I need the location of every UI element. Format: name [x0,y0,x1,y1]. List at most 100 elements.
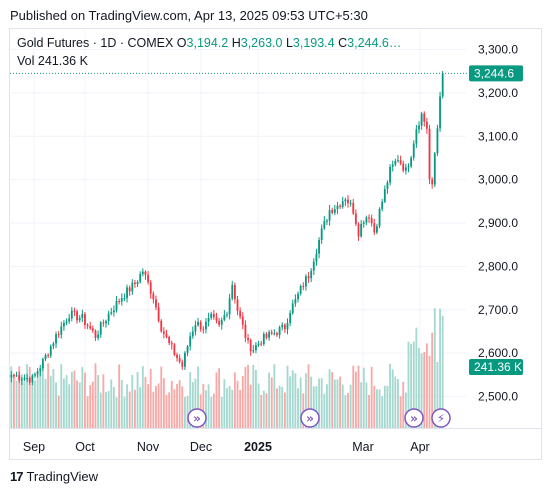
volume-bar [215,372,218,428]
candle [39,368,42,372]
candle [278,327,281,336]
volume-bar [134,389,136,428]
candle [439,96,441,129]
candle [44,355,47,360]
candle [302,285,305,287]
event-marker-icon[interactable] [300,408,320,428]
volume-bar [310,376,313,428]
candle [183,352,186,367]
candle [70,310,73,319]
candle [378,208,381,227]
candle [252,350,255,352]
price-tick-label: 2,600.0 [478,346,518,360]
volume-bar [39,370,42,428]
volume-bar [341,384,344,428]
candle [141,271,144,275]
volume-tag [469,359,523,375]
event-marker-glyph: ⚡ [437,412,445,426]
candle [265,333,268,338]
candle [262,333,265,345]
volume-bar [381,396,384,428]
price-tick-label: 3,000.0 [478,173,518,187]
candle [210,313,213,318]
volume-bar [354,371,357,428]
volume-bar [99,392,102,428]
volume-bar [312,386,315,428]
volume-bar [268,372,271,428]
candle [199,321,202,330]
candle [49,346,52,356]
volume-bar [197,366,199,428]
high-label: H [231,36,241,50]
volume-bar [415,327,418,428]
candle [431,179,434,185]
candle [320,228,323,240]
candle [362,222,365,224]
candle [304,276,307,287]
footer[interactable]: 17 TradingView [10,469,98,484]
candle [73,310,76,312]
chart-frame[interactable] [9,28,542,460]
candle [215,317,218,321]
candle [99,322,102,335]
volume-bar [394,376,397,428]
candle [78,318,81,321]
volume-bar [105,392,107,428]
candle [276,333,278,336]
volume-bar [407,341,410,428]
volume-bar [102,374,105,428]
close-value: 3,244.6… [347,36,402,50]
volume-bar [304,373,307,428]
time-tick-label: Mar [352,440,374,454]
candle [205,321,207,330]
price-tick-label: 2,500.0 [478,390,518,404]
candle [407,166,410,168]
price-tick-label: 3,300.0 [478,43,518,57]
volume-bar [218,368,221,428]
event-marker-icon[interactable] [431,408,451,428]
volume-bar [36,373,39,428]
volume-bar [336,379,339,428]
volume-bar [347,393,349,428]
volume-bar [68,384,71,428]
volume-bar [123,396,126,428]
volume-bar [233,372,236,428]
volume-bar [344,394,347,428]
volume-bar [115,397,118,428]
volume-bar [181,386,184,428]
volume-bar [18,366,21,428]
candle [231,285,234,299]
candle [220,319,223,325]
candle [244,324,247,339]
volume-bar [89,385,92,428]
candle [63,322,65,327]
volume-bar [244,366,247,428]
candle [339,205,342,207]
candle [110,312,113,314]
open-label: O [176,36,187,50]
volume-bar [283,392,286,428]
volume-bar [252,364,255,428]
candle [128,287,131,292]
candle [441,73,444,97]
candle [289,313,292,323]
candle [412,143,415,158]
candle [13,374,15,376]
volume-bar [57,395,60,428]
candle [373,223,376,233]
candle [323,221,326,229]
event-marker-icon[interactable] [404,408,424,428]
volume-bar [60,363,63,428]
candle [160,320,163,332]
candle [233,285,236,300]
volume-bar [291,370,294,428]
price-tick-label: 2,900.0 [478,216,518,230]
event-marker-icon[interactable] [187,408,207,428]
volume-bar [439,308,441,428]
candle [189,336,192,347]
candle [178,358,181,362]
volume-bar [399,396,402,428]
volume-bar [278,385,281,428]
volume-bar [236,380,239,428]
